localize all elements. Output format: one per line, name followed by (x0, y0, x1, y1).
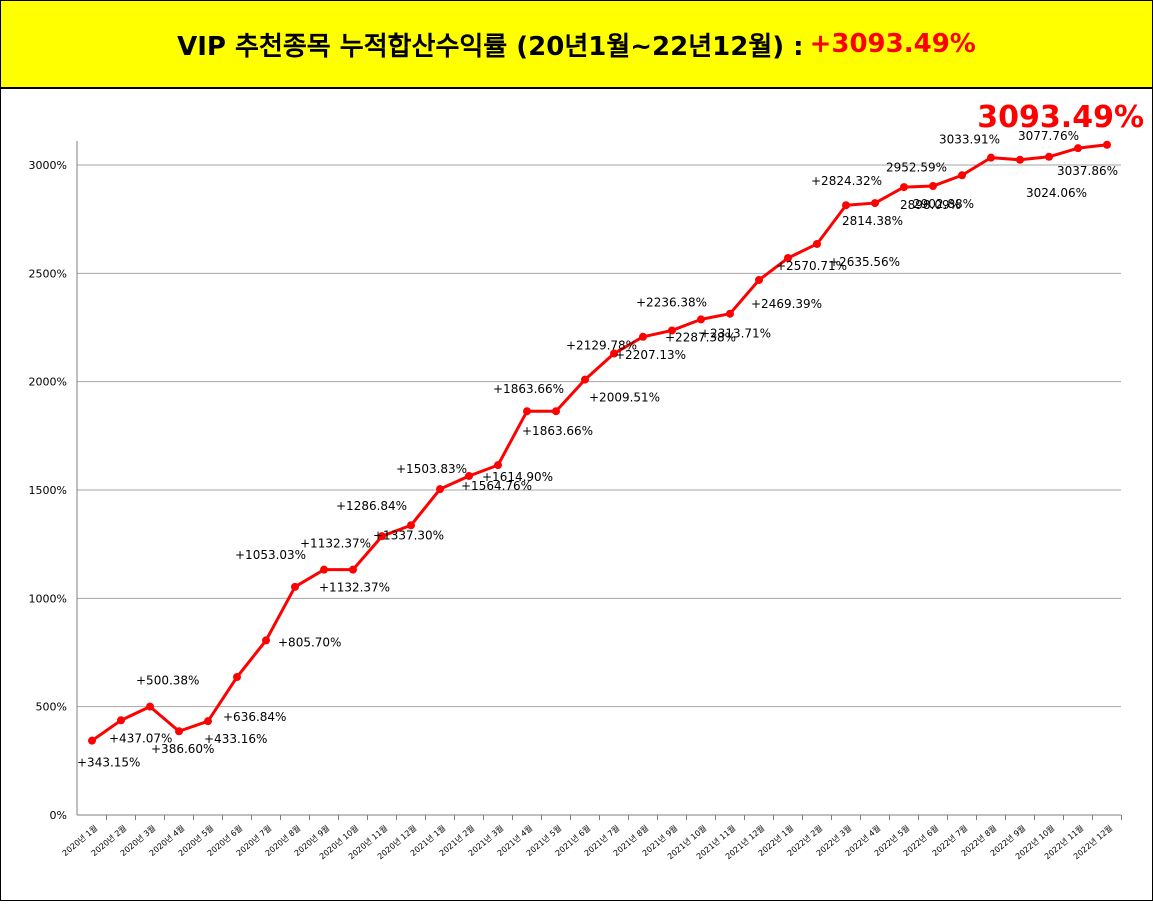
data-label: +805.70% (278, 635, 341, 649)
data-point (552, 407, 560, 416)
data-label: +1286.84% (336, 499, 407, 513)
data-point (813, 239, 821, 248)
data-point (842, 201, 850, 210)
data-label: +1564.76% (461, 479, 532, 493)
data-point (349, 565, 357, 574)
data-label: +2824.32% (811, 174, 882, 188)
data-point (755, 275, 763, 284)
data-label: +386.60% (151, 742, 214, 756)
data-label: 3024.06% (1026, 186, 1087, 200)
data-point (262, 636, 270, 645)
y-tick-label: 2000% (29, 376, 67, 389)
data-label: +1132.37% (300, 537, 371, 551)
data-label: +2469.39% (751, 297, 822, 311)
y-tick-label: 2500% (29, 267, 67, 280)
y-tick-label: 1500% (29, 484, 67, 497)
data-label: +2313.71% (700, 327, 771, 341)
y-tick-label: 0% (50, 809, 67, 822)
data-point (1103, 140, 1111, 149)
line-chart: 0%500%1000%1500%2000%2500%3000%2020년 1월2… (29, 100, 1144, 861)
data-point (958, 171, 966, 180)
data-point (726, 309, 734, 318)
data-point (1016, 155, 1024, 164)
data-point (465, 471, 473, 480)
data-label: +2129.78% (566, 339, 637, 353)
data-point (291, 582, 299, 591)
data-label: +1863.66% (493, 382, 564, 396)
data-label: 3037.86% (1057, 164, 1118, 178)
data-label: 2952.59% (886, 160, 947, 174)
data-label: 2902.88% (913, 197, 974, 211)
data-point (929, 182, 937, 191)
series-line (91, 143, 1108, 742)
y-tick-label: 3000% (29, 159, 67, 172)
data-point (175, 727, 183, 736)
data-point (436, 485, 444, 494)
data-label: +1863.66% (522, 424, 593, 438)
data-label: +2570.71% (776, 259, 847, 273)
title-banner: VIP 추천종목 누적합산수익률 (20년1월~22년12월) : +3093.… (1, 1, 1152, 89)
data-point (1074, 144, 1082, 153)
data-point (987, 153, 995, 162)
data-point (494, 461, 502, 470)
data-point (639, 332, 647, 341)
data-point (204, 717, 212, 726)
data-point (407, 521, 415, 530)
data-label: +2236.38% (636, 295, 707, 309)
data-label: +433.16% (204, 732, 267, 746)
data-point (146, 702, 154, 711)
data-point (88, 736, 96, 745)
data-label: 3077.76% (1018, 129, 1079, 143)
data-point (900, 183, 908, 192)
data-label: +2207.13% (615, 348, 686, 362)
data-point (668, 326, 676, 335)
chart-area: 0% 500% 1000% 1500% 2000% 2500% 3000% 2020년 1월 2… (1, 89, 1152, 900)
data-label: +2287.38% (665, 330, 736, 344)
data-label: 2814.38% (842, 214, 903, 228)
data-point (320, 565, 328, 574)
data-label: +1614.90% (482, 470, 553, 484)
y-tick-label: 1000% (29, 592, 67, 605)
data-point (610, 349, 618, 358)
data-label: 3033.91% (939, 133, 1000, 147)
data-point (1045, 152, 1053, 161)
data-point (117, 716, 125, 725)
data-label: +500.38% (136, 674, 199, 688)
data-label: 2898.09% (900, 198, 961, 212)
data-point (784, 254, 792, 263)
data-label: +1053.03% (235, 548, 306, 562)
chart-title: VIP 추천종목 누적합산수익률 (20년1월~22년12월) : (177, 31, 804, 62)
data-label: +343.15% (77, 756, 140, 770)
data-label: +1337.30% (373, 528, 444, 542)
data-point (871, 199, 879, 208)
data-label: +636.84% (223, 710, 286, 724)
data-label: +1503.83% (396, 462, 467, 476)
data-point (581, 375, 589, 384)
data-point (378, 532, 386, 541)
data-point (697, 315, 705, 324)
title-highlight-value: +3093.49% (809, 29, 976, 59)
final-value-label: 3093.49% (977, 100, 1144, 135)
data-label: +1132.37% (319, 581, 390, 595)
data-label: +437.07% (109, 731, 172, 745)
data-label: +2635.56% (829, 255, 900, 269)
data-point (523, 407, 531, 416)
y-tick-label: 500% (36, 701, 67, 714)
data-label: +2009.51% (589, 391, 660, 405)
data-point (233, 673, 241, 682)
